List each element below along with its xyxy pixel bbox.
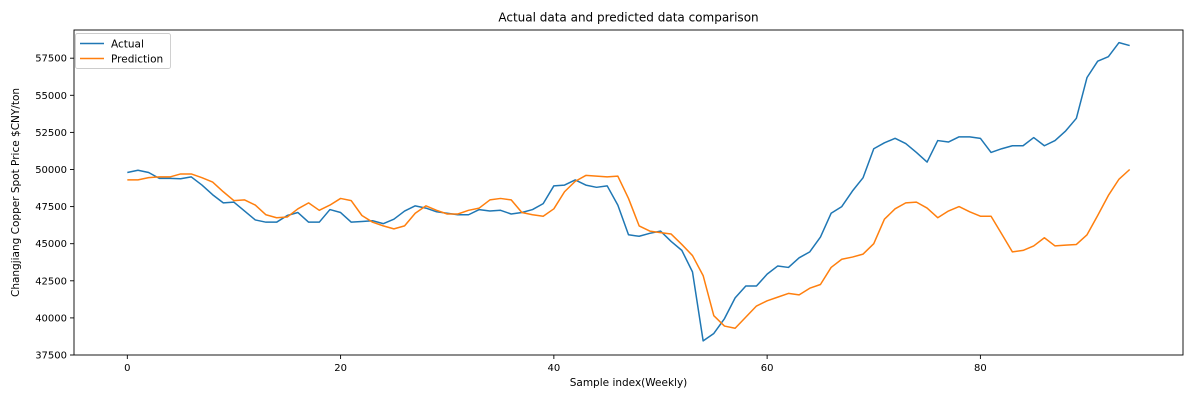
legend-label-prediction: Prediction (111, 54, 163, 66)
y-tick-label: 47500 (35, 202, 67, 213)
y-tick-label: 40000 (35, 313, 67, 324)
y-tick-label: 37500 (35, 351, 67, 362)
y-tick-label: 45000 (35, 239, 67, 250)
chart-title: Actual data and predicted data compariso… (498, 11, 758, 25)
series-line-actual (127, 41, 1130, 342)
series-layer (127, 41, 1131, 342)
x-tick-label: 20 (334, 363, 347, 374)
legend: Actual Prediction (75, 33, 171, 69)
y-tick-label: 50000 (35, 165, 67, 176)
y-axis: 37500 40000 42500 45000 47500 50000 52500 55000… (35, 54, 74, 362)
x-tick-label: 40 (547, 363, 560, 374)
x-tick-label: 0 (124, 363, 130, 374)
x-axis: 0 20 40 60 80 (124, 355, 987, 374)
y-tick-label: 42500 (35, 276, 67, 287)
x-axis-title: Sample index(Weekly) (570, 377, 688, 389)
legend-label-actual: Actual (111, 39, 144, 51)
x-tick-label: 60 (761, 363, 774, 374)
y-tick-label: 57500 (35, 54, 67, 65)
series-line-prediction (127, 168, 1131, 330)
y-tick-label: 52500 (35, 128, 67, 139)
legend-box (75, 33, 171, 69)
plot-frame (73, 29, 1184, 356)
x-tick-label: 80 (974, 363, 987, 374)
y-tick-label: 55000 (35, 91, 67, 102)
y-axis-title: Changjiang Copper Spot Price $CNY/ton (10, 88, 22, 297)
